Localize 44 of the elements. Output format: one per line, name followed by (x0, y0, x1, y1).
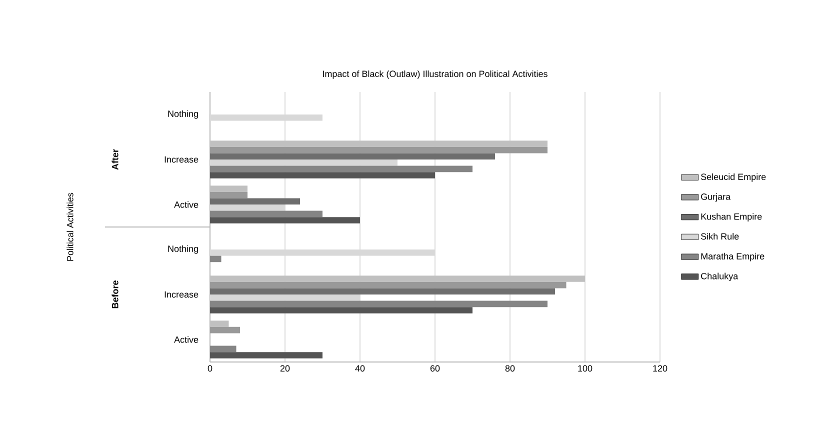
bar (210, 320, 229, 327)
bar (210, 282, 566, 288)
bar (210, 217, 360, 224)
bar (210, 140, 548, 147)
legend-label: Kushan Empire (701, 213, 762, 222)
x-tick-label: 80 (505, 365, 515, 372)
y-tick-label: Increase (164, 156, 198, 163)
bar (210, 256, 222, 262)
x-tick-label: 20 (280, 365, 290, 372)
bar (210, 288, 556, 295)
legend-label: Maratha Empire (701, 252, 764, 262)
bar (210, 172, 436, 178)
legend-label: Sikh Rule (701, 233, 739, 240)
x-tick-label: 120 (653, 365, 668, 372)
bar (210, 166, 473, 172)
text: Political Activities (66, 192, 74, 261)
legend-label: Chalukya (701, 272, 738, 282)
bar (210, 153, 496, 160)
bar (210, 326, 240, 334)
y-tick-label: Increase (164, 291, 198, 298)
x-tick-label: 0 (208, 365, 212, 372)
legend-label: Gurjara (701, 193, 731, 202)
bar (210, 346, 236, 352)
bar (210, 210, 323, 218)
y-tick-label: Active (174, 336, 198, 343)
y-tick-label: Nothing (168, 110, 198, 119)
bar (210, 276, 586, 282)
x-tick-label: 60 (430, 365, 440, 372)
bar (210, 352, 323, 358)
y-tick-label: Nothing (168, 245, 198, 254)
x-tick-label: 40 (355, 365, 365, 372)
text: Before (112, 280, 118, 308)
text: After (112, 149, 118, 170)
bar (210, 146, 548, 154)
bar (210, 300, 548, 308)
y-tick-label: Active (174, 201, 198, 208)
bar (210, 192, 248, 198)
bar (210, 307, 473, 314)
bar (210, 198, 300, 205)
bar (210, 160, 398, 166)
bar (210, 186, 248, 192)
chart-title: Impact of Black (Outlaw) Illustration on Political Activities (323, 70, 548, 79)
x-tick-label: 100 (578, 365, 592, 372)
legend-label: Seleucid Empire (701, 173, 766, 182)
